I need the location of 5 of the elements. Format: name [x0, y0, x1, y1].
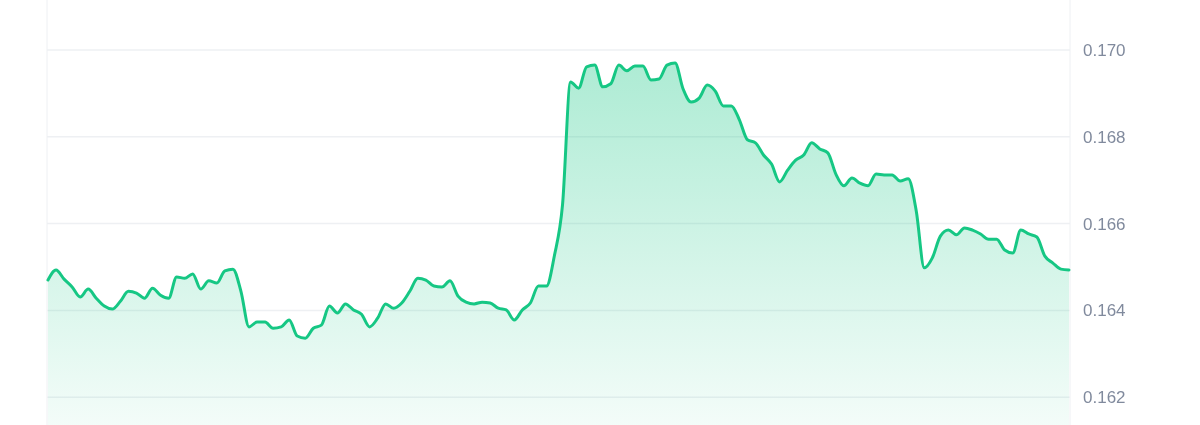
y-tick-label: 0.162 — [1083, 388, 1126, 408]
y-tick-label: 0.166 — [1083, 214, 1126, 234]
y-tick-label: 0.168 — [1083, 127, 1126, 147]
y-tick-label: 0.164 — [1083, 301, 1126, 321]
y-tick-label: 0.170 — [1083, 40, 1126, 60]
